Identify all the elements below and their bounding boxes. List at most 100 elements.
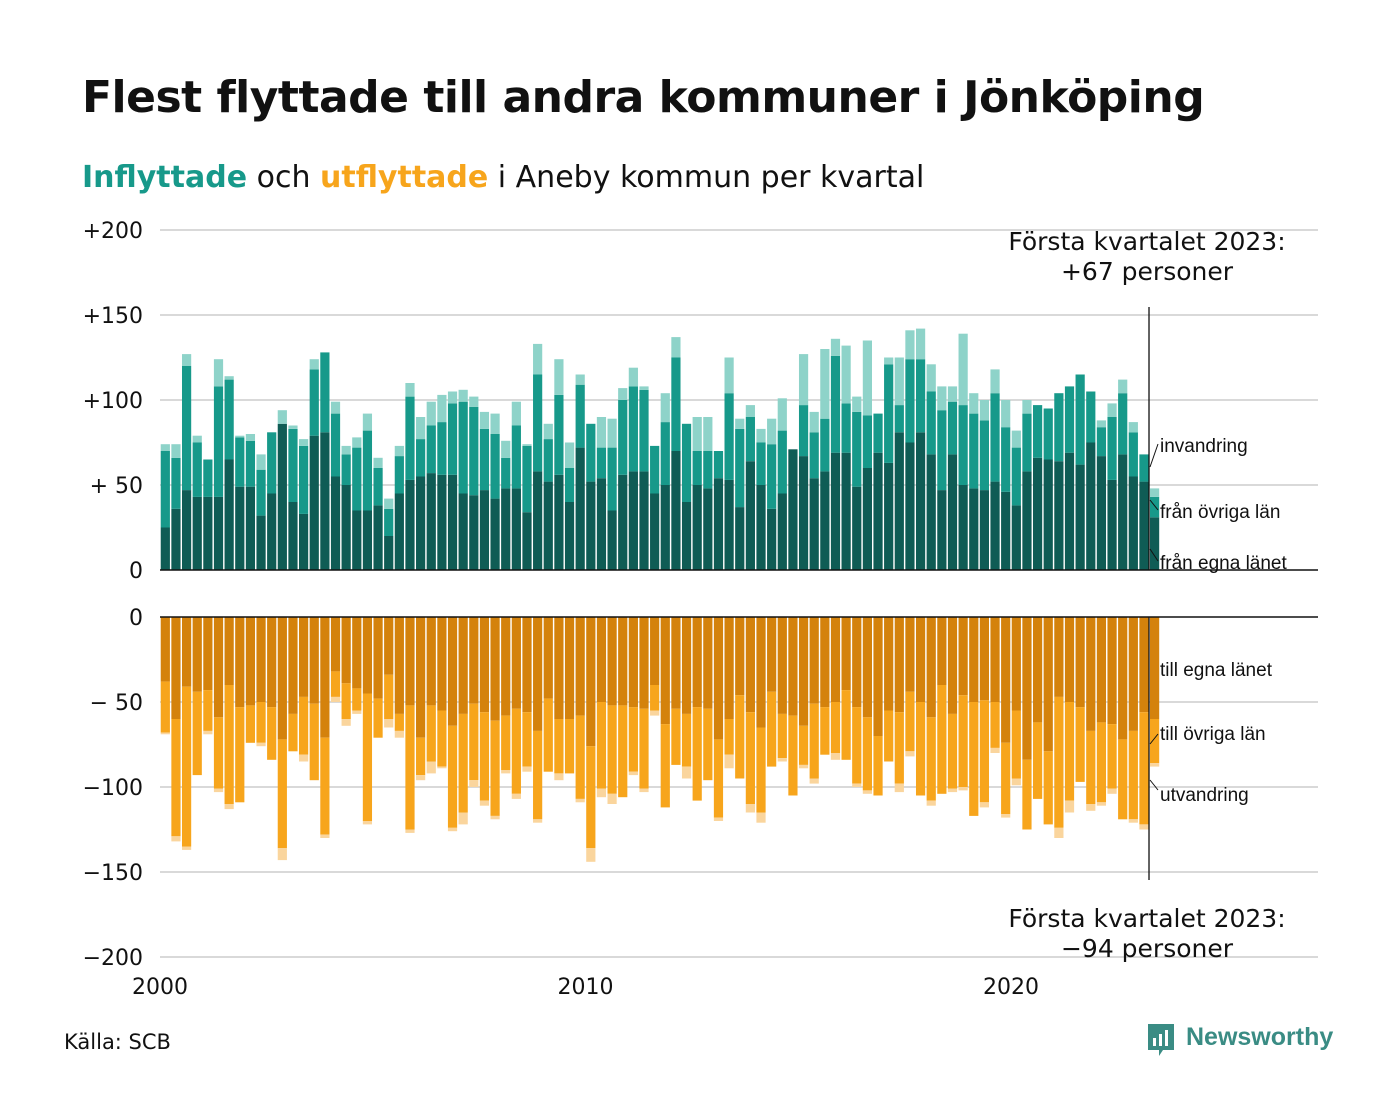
bar-inflow-immigration [458, 389, 468, 402]
bar-inflow-own-county [1001, 491, 1011, 570]
bar-inflow-immigration [192, 435, 202, 443]
bar-outflow-own-county [1107, 617, 1117, 725]
bar-inflow-own-county [767, 508, 777, 570]
bar-outflow-emigration [852, 783, 862, 787]
bar-inflow-own-county [288, 502, 298, 570]
bar-inflow-immigration [256, 454, 266, 470]
bar-outflow-own-county [501, 617, 511, 716]
bar-inflow-other-counties [724, 393, 734, 480]
bar-outflow-emigration [405, 829, 415, 833]
bar-inflow-immigration [660, 393, 670, 423]
bar-outflow-own-county [947, 617, 958, 714]
bar-inflow-other-counties [905, 359, 915, 443]
bar-inflow-immigration [852, 396, 862, 412]
bar-inflow-other-counties [692, 451, 702, 485]
bar-outflow-emigration [437, 766, 447, 769]
bar-inflow-own-county [745, 461, 755, 570]
bar-inflow-other-counties [564, 468, 575, 502]
bar-outflow-other-counties [1064, 702, 1075, 801]
bar-outflow-emigration [1054, 827, 1064, 838]
bar-inflow-other-counties [820, 418, 830, 472]
bar-inflow-own-county [426, 473, 436, 570]
bar-inflow-immigration [245, 434, 256, 441]
bar-inflow-immigration [862, 340, 872, 416]
bar-outflow-other-counties [458, 713, 468, 813]
bar-outflow-other-counties [969, 702, 979, 816]
bar-inflow-other-counties [1022, 413, 1032, 472]
bar-outflow-own-county [767, 617, 777, 692]
bar-inflow-own-county [671, 451, 681, 570]
bar-inflow-own-county [618, 474, 628, 570]
bar-inflow-other-counties [394, 456, 404, 494]
newsworthy-logo[interactable]: Newsworthy [1146, 1022, 1333, 1056]
bar-outflow-emigration [1107, 788, 1117, 794]
bar-outflow-emigration [1096, 802, 1107, 806]
bar-outflow-own-county [341, 617, 351, 684]
bar-inflow-other-counties [681, 423, 692, 502]
bar-inflow-other-counties [735, 428, 745, 508]
bar-inflow-immigration [1001, 400, 1011, 428]
bar-inflow-immigration [416, 417, 426, 440]
bar-outflow-own-county [1054, 617, 1064, 697]
bar-outflow-other-counties [586, 746, 596, 849]
bar-outflow-own-county [352, 617, 362, 689]
bar-inflow-other-counties [469, 406, 479, 496]
bar-inflow-own-county [490, 498, 500, 570]
bar-outflow-emigration [575, 798, 585, 803]
bar-outflow-other-counties [1128, 730, 1138, 820]
bar-inflow-own-county [511, 488, 521, 570]
bar-inflow-immigration [1107, 403, 1117, 417]
bar-inflow-own-county [224, 459, 234, 570]
bar-inflow-own-county [554, 474, 564, 570]
bar-outflow-emigration [533, 819, 543, 823]
bar-inflow-own-county [692, 485, 702, 570]
bar-outflow-other-counties [841, 690, 851, 760]
bar-inflow-immigration [958, 333, 968, 406]
bar-outflow-other-counties [1107, 724, 1117, 789]
label-invandring-leader [1149, 443, 1159, 468]
bar-inflow-immigration [288, 425, 298, 429]
bar-inflow-immigration [841, 345, 851, 404]
bar-inflow-other-counties [501, 457, 511, 489]
bar-outflow-emigration [352, 710, 362, 714]
bar-outflow-other-counties [958, 695, 968, 787]
bar-outflow-other-counties [501, 715, 511, 770]
bar-outflow-emigration [681, 766, 692, 779]
lower-y-tick-label: 0 [129, 606, 143, 631]
bar-inflow-other-counties [447, 403, 458, 475]
bar-outflow-own-county [862, 617, 872, 718]
bar-inflow-immigration [1150, 488, 1160, 497]
bar-outflow-emigration [596, 788, 607, 798]
bar-inflow-immigration [947, 386, 958, 402]
bar-inflow-other-counties [1096, 427, 1107, 457]
bar-outflow-own-county [756, 617, 766, 728]
bar-outflow-other-counties [362, 693, 373, 821]
bar-inflow-immigration [437, 394, 447, 423]
bar-inflow-own-county [820, 471, 830, 570]
bar-outflow-other-counties [267, 707, 277, 760]
bar-outflow-other-counties [160, 681, 170, 733]
bar-outflow-emigration [947, 788, 958, 793]
bar-inflow-immigration [607, 418, 617, 448]
bar-inflow-other-counties [543, 439, 553, 482]
bar-inflow-immigration [224, 376, 234, 380]
bar-inflow-own-county [394, 493, 404, 570]
bar-outflow-other-counties [915, 702, 926, 796]
bar-inflow-own-county [299, 513, 309, 570]
bar-outflow-own-county [213, 617, 224, 718]
bar-inflow-immigration [1022, 400, 1032, 414]
bar-outflow-other-counties [373, 698, 383, 738]
bar-inflow-own-county [724, 479, 734, 570]
bar-outflow-other-counties [309, 703, 319, 781]
bar-outflow-other-counties [660, 724, 670, 808]
bar-inflow-own-county [756, 485, 766, 570]
bar-outflow-other-counties [1032, 722, 1043, 799]
bar-outflow-other-counties [394, 713, 404, 731]
bar-inflow-immigration [596, 417, 607, 448]
bar-outflow-emigration [469, 780, 479, 787]
bar-outflow-own-county [639, 617, 649, 709]
bar-inflow-other-counties [1043, 408, 1053, 460]
bar-inflow-own-county [905, 442, 915, 570]
bar-outflow-other-counties [299, 696, 309, 755]
bar-outflow-emigration [490, 815, 500, 820]
